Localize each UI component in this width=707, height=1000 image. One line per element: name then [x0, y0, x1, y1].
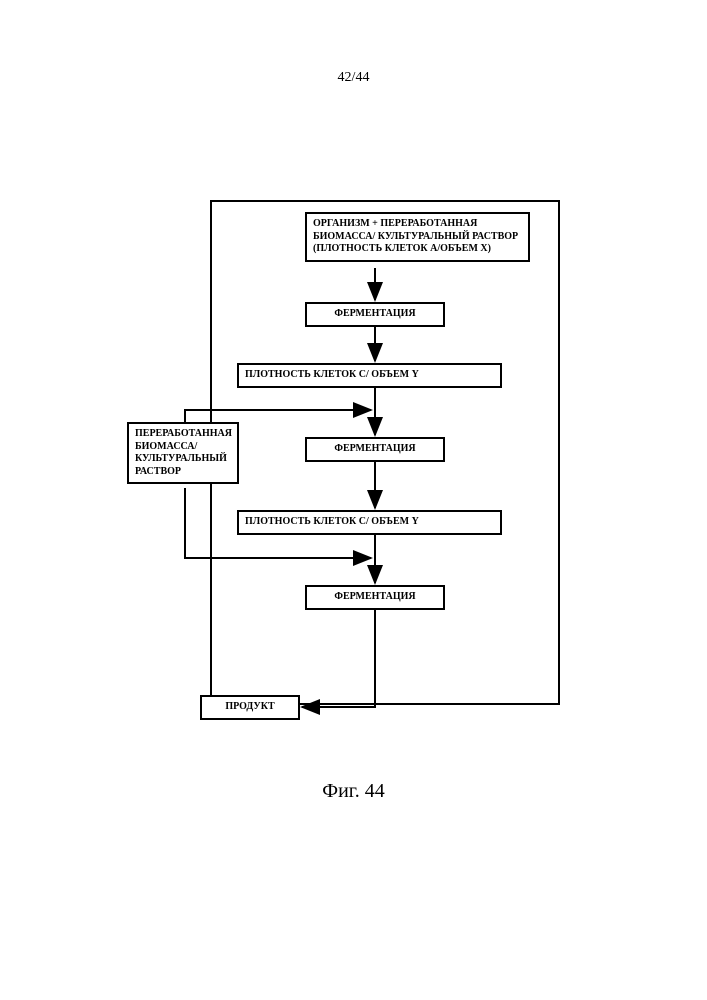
node-product: ПРОДУКТ [200, 695, 300, 720]
page-number: 42/44 [338, 70, 370, 86]
node-fermentation-3: ФЕРМЕНТАЦИЯ [305, 585, 445, 610]
node-fermentation-2: ФЕРМЕНТАЦИЯ [305, 437, 445, 462]
node-organism: ОРГАНИЗМ + ПЕРЕРАБОТАННАЯ БИОМАССА/ КУЛЬ… [305, 212, 530, 262]
figure-label: Фиг. 44 [322, 780, 384, 803]
node-density-2: ПЛОТНОСТЬ КЛЕТОК C/ ОБЪЕМ Y [237, 510, 502, 535]
flowchart: ОРГАНИЗМ + ПЕРЕРАБОТАННАЯ БИОМАССА/ КУЛЬ… [145, 200, 560, 730]
node-side-biomass: ПЕРЕРАБОТАННАЯ БИОМАССА/ КУЛЬТУРАЛЬНЫЙ Р… [127, 422, 239, 484]
node-fermentation-1: ФЕРМЕНТАЦИЯ [305, 302, 445, 327]
node-density-1: ПЛОТНОСТЬ КЛЕТОК C/ ОБЪЕМ Y [237, 363, 502, 388]
